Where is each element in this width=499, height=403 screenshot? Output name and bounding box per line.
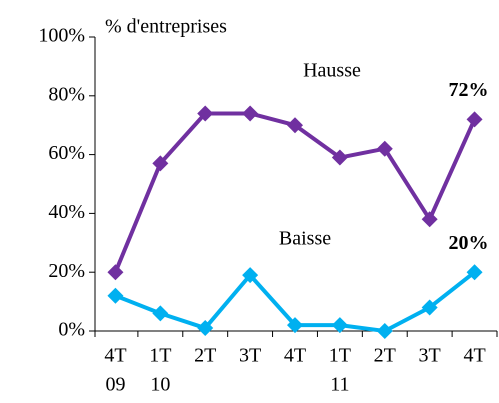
marker: [107, 287, 124, 304]
marker: [331, 149, 348, 166]
marker: [287, 117, 303, 134]
y-tick-label: 0%: [58, 319, 85, 341]
marker: [421, 299, 438, 316]
x-tick-label: 1T: [329, 345, 351, 367]
series-name: Hausse: [303, 60, 361, 82]
y-tick-label: 20%: [48, 260, 85, 282]
x-tick-label: 1T: [149, 345, 171, 367]
marker: [376, 140, 393, 157]
marker: [152, 305, 169, 322]
x-tick-label: 4T: [284, 345, 306, 367]
marker: [421, 211, 438, 228]
marker: [107, 264, 124, 281]
marker: [466, 264, 483, 281]
marker: [287, 317, 303, 334]
marker: [242, 105, 259, 122]
marker: [466, 111, 483, 128]
marker: [376, 323, 393, 339]
y-axis-label: % d'entreprises: [105, 16, 227, 38]
marker: [197, 320, 214, 337]
y-tick-label: 100%: [38, 25, 85, 47]
x-tick-label: 4T: [104, 345, 126, 367]
marker: [331, 317, 348, 334]
data-label: 20%: [449, 232, 489, 254]
x-tick-label: 2T: [194, 345, 216, 367]
x-tick-label: 4T: [463, 345, 485, 367]
x-tick-label: 11: [330, 374, 349, 396]
x-tick-label: 2T: [374, 345, 396, 367]
y-tick-label: 40%: [48, 201, 85, 223]
y-tick-label: 60%: [48, 142, 85, 164]
series-name: Baisse: [279, 228, 331, 250]
marker: [242, 267, 259, 284]
data-label: 72%: [449, 79, 489, 101]
x-tick-label: 3T: [419, 345, 441, 367]
x-tick-label: 09: [105, 374, 125, 396]
marker: [152, 155, 169, 172]
marker: [197, 105, 214, 122]
x-tick-label: 3T: [239, 345, 261, 367]
y-tick-label: 80%: [48, 83, 85, 105]
x-tick-label: 10: [150, 374, 170, 396]
